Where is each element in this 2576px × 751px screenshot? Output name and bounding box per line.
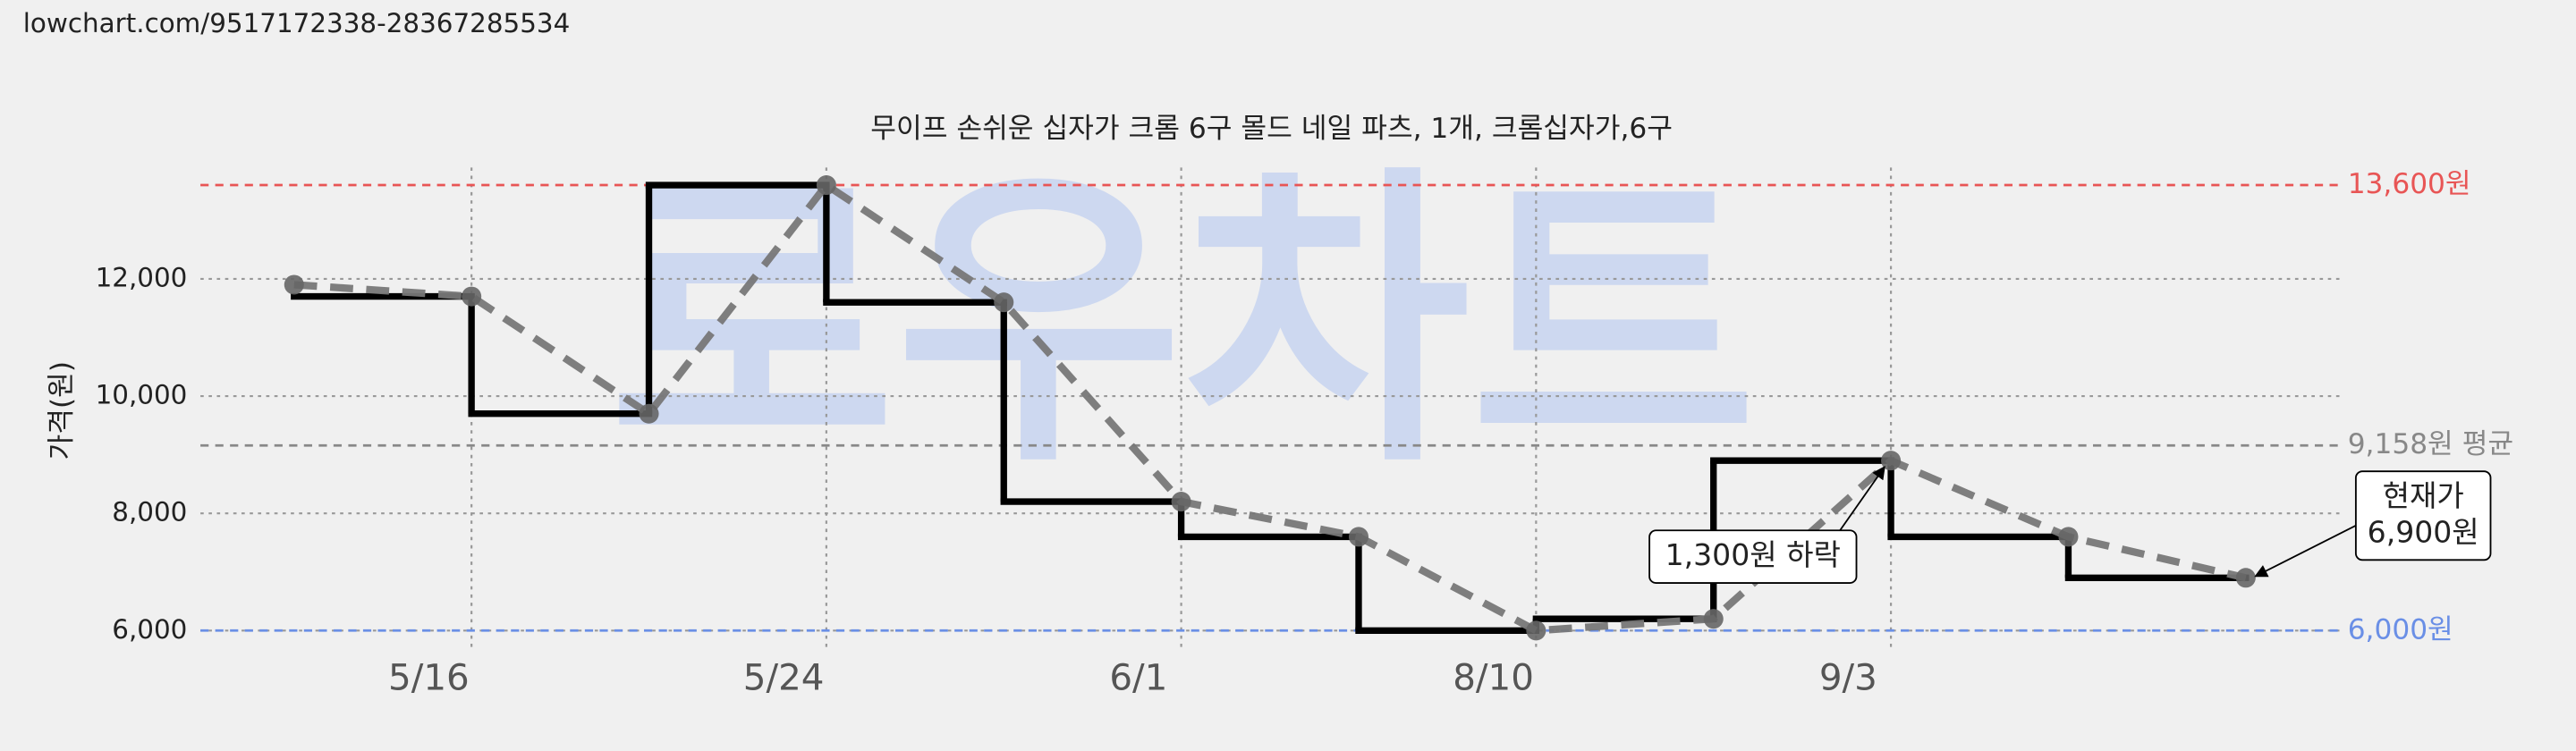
x-tick-label: 8/10 — [1453, 655, 1534, 698]
url: lowchart.com/9517172338-28367285534 — [23, 8, 571, 38]
point — [2058, 527, 2079, 547]
y-tick-label: 8,000 — [112, 497, 187, 527]
y-tick-label: 6,000 — [112, 614, 187, 645]
annotation-arrow — [2254, 524, 2357, 578]
x-tick-label: 5/16 — [388, 655, 470, 698]
point — [1348, 527, 1368, 547]
reference-label: 13,600원 — [2348, 168, 2471, 200]
point — [284, 274, 304, 295]
x-tick-label: 5/24 — [743, 655, 825, 698]
x-tick-label: 6/1 — [1109, 655, 1167, 698]
y-tick-label: 10,000 — [96, 380, 188, 410]
watermark: 로우차트 — [608, 141, 1757, 504]
annotation-text: 1,300원 하락 — [1665, 537, 1841, 572]
trend-line — [293, 180, 2247, 635]
x-tick-label: 9/3 — [1819, 655, 1877, 698]
y-tick-label: 12,000 — [96, 262, 188, 292]
point — [2235, 568, 2256, 588]
point — [639, 403, 659, 424]
y-axis-label: 가격(원) — [46, 361, 78, 460]
point — [816, 174, 836, 196]
reference-label: 9,158원 평균 — [2348, 428, 2513, 460]
point — [462, 286, 482, 307]
annotation-text: 6,900원 — [2368, 514, 2479, 549]
annotation-box — [2354, 470, 2492, 561]
point — [1526, 620, 1546, 641]
annotation-text: 현재가 — [2383, 478, 2464, 513]
point — [994, 292, 1014, 313]
point — [1881, 451, 1902, 471]
annotation-box — [1648, 529, 1858, 584]
point — [1171, 492, 1191, 512]
annotation-arrow — [1839, 466, 1885, 531]
reference-label: 6,000원 — [2348, 613, 2453, 646]
point — [1703, 609, 1724, 629]
chart-title: 무이프 손쉬운 십자가 크롬 6구 몰드 네일 파츠, 1개, 크롬십자가,6구 — [870, 113, 1673, 145]
